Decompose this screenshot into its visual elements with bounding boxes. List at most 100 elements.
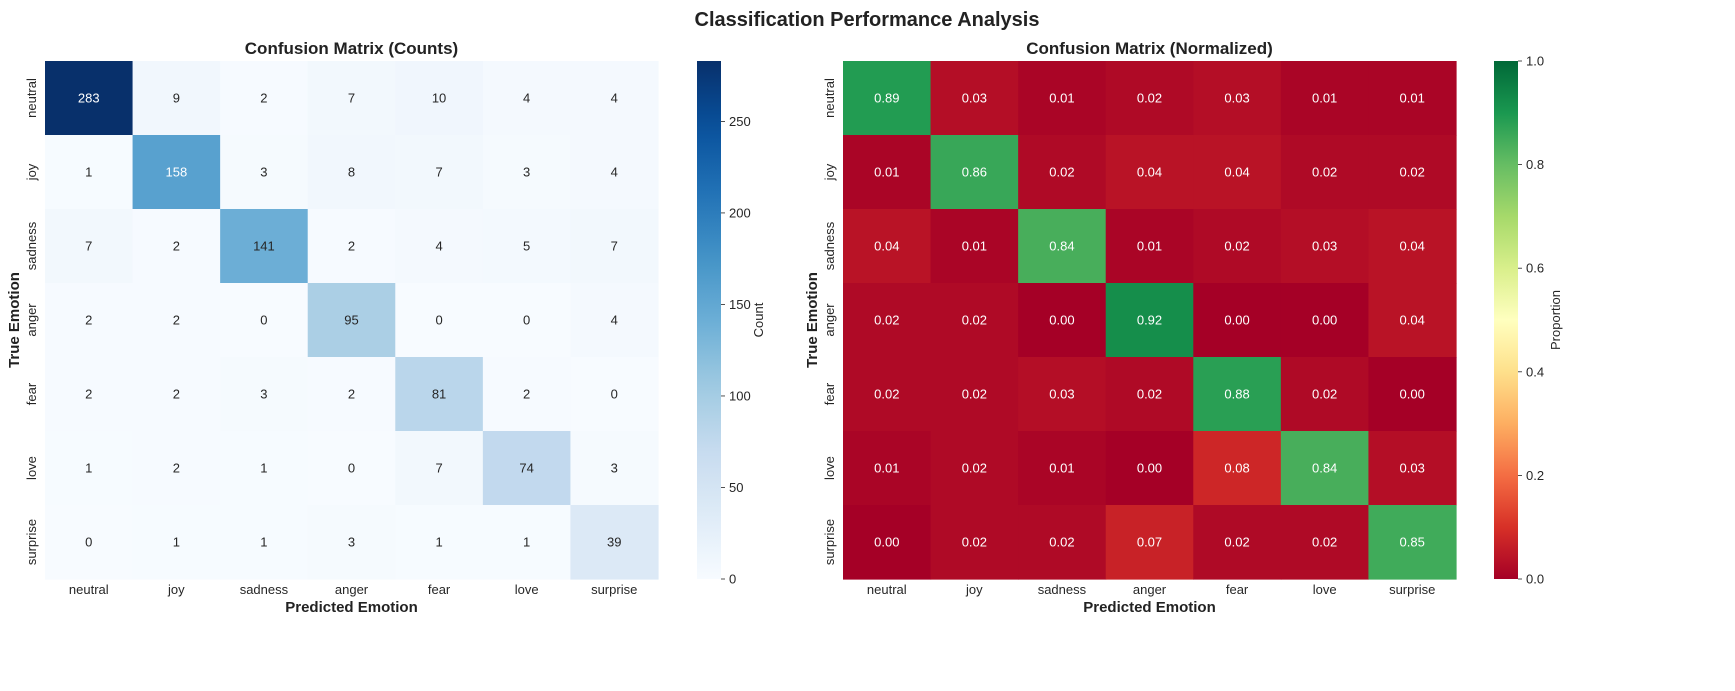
cell-value-label: 0.92 <box>1137 313 1162 328</box>
cell-value-label: 0.08 <box>1224 461 1249 476</box>
heatmap-cell <box>482 505 572 580</box>
heatmap-cell <box>132 505 221 580</box>
cell-value-label: 0.00 <box>1049 313 1074 328</box>
cell-value-label: 0.01 <box>874 461 899 476</box>
heatmap-cell <box>843 209 932 284</box>
colorbar-tick-label: 50 <box>729 480 743 495</box>
heatmap-cell <box>1018 209 1107 284</box>
colorbar-label: Count <box>751 302 766 337</box>
cell-value-label: 0.03 <box>1312 239 1337 254</box>
heatmap-cell <box>1368 209 1457 284</box>
cell-value-label: 283 <box>78 91 100 106</box>
heatmap-cell <box>1193 61 1282 136</box>
cell-value-label: 0.04 <box>1137 165 1162 180</box>
heatmap-cell <box>220 357 309 432</box>
cell-value-label: 7 <box>435 165 442 180</box>
cell-value-label: 0.01 <box>962 239 987 254</box>
cell-value-label: 4 <box>611 91 618 106</box>
cell-value-label: 0.84 <box>1312 461 1337 476</box>
cell-value-label: 4 <box>435 239 442 254</box>
heatmap-cell <box>930 135 1019 210</box>
heatmap-cell <box>132 431 221 506</box>
heatmap-cell <box>307 209 396 284</box>
heatmap-cell <box>1368 357 1457 432</box>
heatmap-cell <box>1368 61 1457 136</box>
heatmap-cell <box>1193 431 1282 506</box>
y-tick-label: surprise <box>822 519 837 565</box>
heatmap-cell <box>1105 431 1194 506</box>
heatmap-cell <box>1193 135 1282 210</box>
x-axis-label: Predicted Emotion <box>1083 599 1216 616</box>
cell-value-label: 7 <box>435 461 442 476</box>
x-tick-label: fear <box>1226 582 1249 597</box>
heatmap-cell <box>482 283 572 358</box>
heatmap-cell <box>45 135 134 210</box>
x-axis-label: Predicted Emotion <box>285 599 418 616</box>
heatmap-cell <box>395 431 484 506</box>
cell-value-label: 10 <box>432 91 446 106</box>
panel-title: Confusion Matrix (Counts) <box>245 39 458 58</box>
heatmap-cell <box>307 505 396 580</box>
cell-value-label: 7 <box>348 91 355 106</box>
cell-value-label: 0.02 <box>1049 535 1074 550</box>
heatmap-cell <box>395 209 484 284</box>
cell-value-label: 1 <box>260 461 267 476</box>
y-axis-label: True Emotion <box>804 272 821 368</box>
y-tick-label: joy <box>822 163 837 181</box>
heatmap-cell <box>843 61 932 136</box>
cell-value-label: 0.04 <box>874 239 899 254</box>
cell-value-label: 4 <box>523 91 530 106</box>
cell-value-label: 0.03 <box>1049 387 1074 402</box>
heatmap-panel-1: Confusion Matrix (Counts)283 9 2 7 10 4 41 158 3… <box>6 39 766 616</box>
cell-value-label: 7 <box>611 239 618 254</box>
heatmap-cell <box>1280 209 1370 284</box>
heatmap-cell <box>307 135 396 210</box>
colorbar-tick-label: 0.2 <box>1526 468 1544 483</box>
cell-value-label: 0.01 <box>1400 91 1425 106</box>
heatmap-cell <box>930 505 1019 580</box>
x-tick-label: love <box>515 582 539 597</box>
heatmap-panel-2: Confusion Matrix (Normalized) 0.89 0.03 0.0… <box>804 39 1563 616</box>
y-tick-label: love <box>822 456 837 480</box>
heatmap-cell <box>570 135 659 210</box>
heatmap-cell <box>1280 431 1370 506</box>
heatmap-cell <box>45 61 134 136</box>
heatmap-cell <box>930 283 1019 358</box>
heatmap-cell <box>930 357 1019 432</box>
cell-value-label: 2 <box>173 313 180 328</box>
x-tick-label: love <box>1313 582 1337 597</box>
colorbar-tick-label: 150 <box>729 297 751 312</box>
heatmap-cell <box>570 283 659 358</box>
cell-value-label: 0.02 <box>1137 387 1162 402</box>
x-tick-label: joy <box>965 582 983 597</box>
heatmap-cell <box>570 431 659 506</box>
cell-value-label: 81 <box>432 387 446 402</box>
cell-value-label: 0.88 <box>1224 387 1249 402</box>
cell-value-label: 1 <box>85 165 92 180</box>
colorbar-label: Proportion <box>1548 290 1563 350</box>
x-tick-label: anger <box>335 582 369 597</box>
heatmap-cell <box>1368 135 1457 210</box>
cell-value-label: 0.85 <box>1400 535 1425 550</box>
cell-value-label: 39 <box>607 535 621 550</box>
heatmap-cell <box>395 357 484 432</box>
heatmap-cell <box>1193 283 1282 358</box>
heatmap-cell <box>1280 61 1370 136</box>
heatmap-cell <box>930 431 1019 506</box>
colorbar-tick-label: 0.0 <box>1526 572 1544 587</box>
colorbar-tick-label: 200 <box>729 205 751 220</box>
heatmap-cell <box>220 209 309 284</box>
cell-value-label: 0 <box>435 313 442 328</box>
heatmap-cell <box>843 357 932 432</box>
heatmap-cell <box>220 505 309 580</box>
heatmap-cell <box>1018 135 1107 210</box>
heatmap-cell <box>220 135 309 210</box>
heatmap-cell <box>1368 431 1457 506</box>
cell-value-label: 2 <box>85 313 92 328</box>
cell-value-label: 0.00 <box>1312 313 1337 328</box>
x-tick-label: fear <box>428 582 451 597</box>
cell-value-label: 8 <box>348 165 355 180</box>
heatmap-cell <box>132 357 221 432</box>
x-tick-label: anger <box>1133 582 1167 597</box>
heatmap-cell <box>1105 357 1194 432</box>
